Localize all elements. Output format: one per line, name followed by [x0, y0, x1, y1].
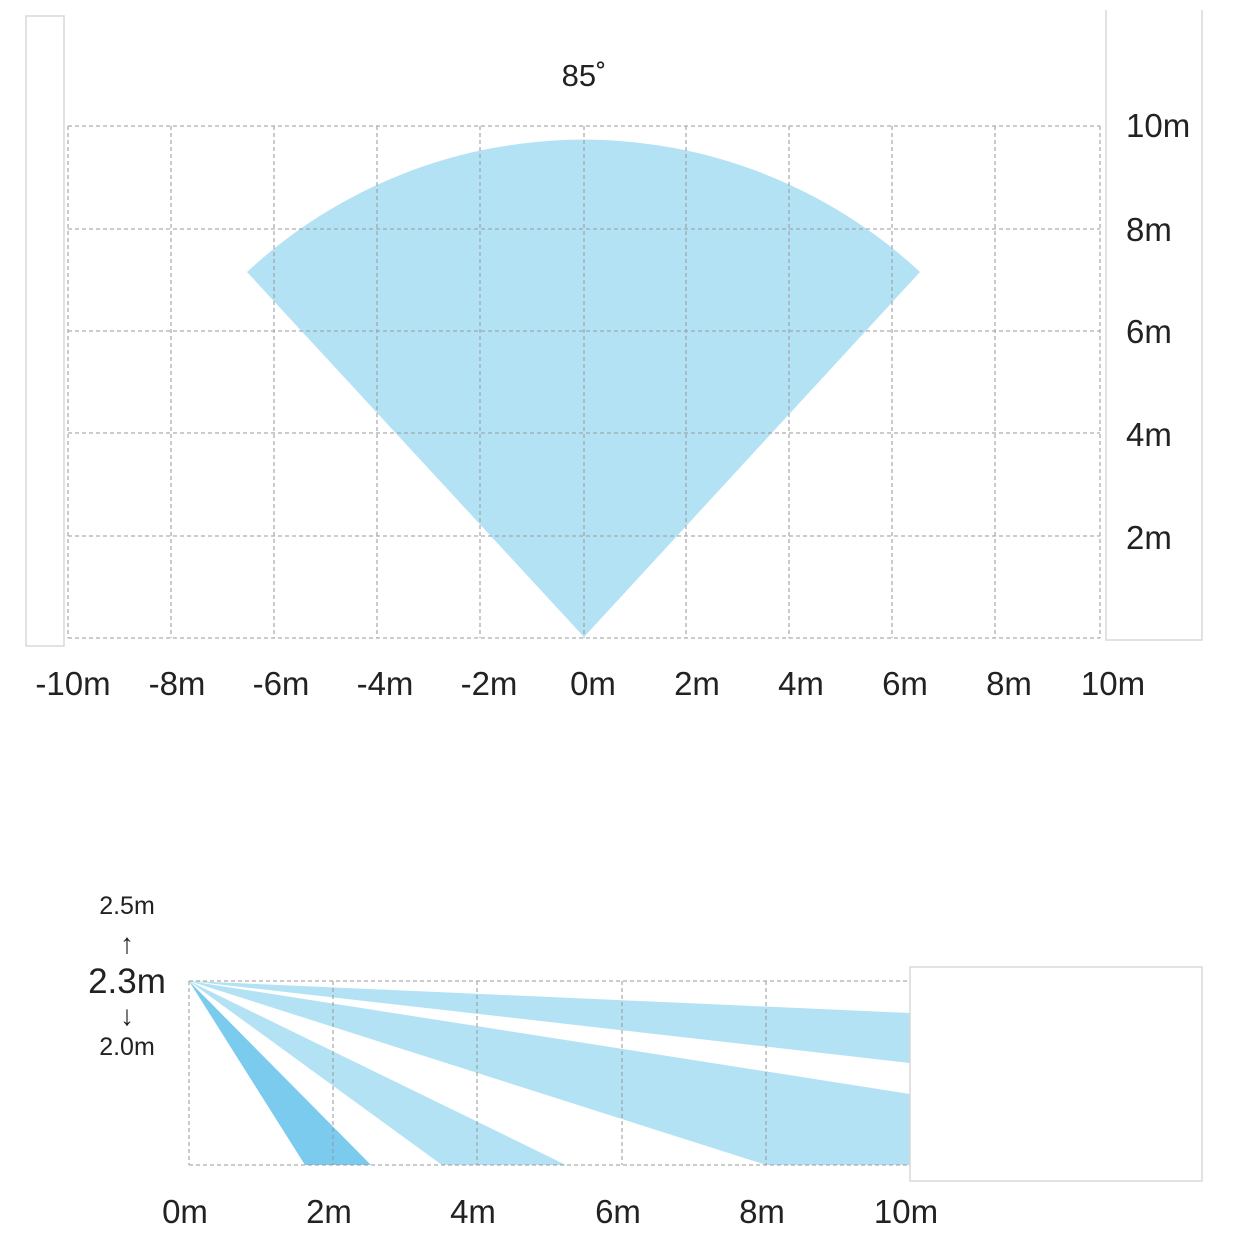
side-grid	[188, 980, 910, 1166]
down-arrow-icon: ↓	[120, 1000, 134, 1031]
height-max-label: 2.5m	[99, 892, 155, 920]
y-tick-label: 10m	[1126, 107, 1190, 144]
x-tick-label: -6m	[253, 665, 310, 702]
beam-4	[189, 981, 910, 1063]
y-tick-label: 6m	[1126, 313, 1172, 350]
x-tick-label: -4m	[357, 665, 414, 702]
side-wall-panel	[909, 966, 1203, 1182]
x-tick-label: 2m	[306, 1193, 352, 1230]
top-view: 85˚ 10m 8m 6m 4m 2m -10m -8m -6m -4m -2m…	[25, 10, 1203, 702]
x-tick-label: 2m	[674, 665, 720, 702]
right-wall-panel	[1105, 10, 1203, 641]
x-tick-label: -10m	[35, 665, 110, 702]
beam-2	[189, 981, 566, 1165]
y-tick-label: 4m	[1126, 416, 1172, 453]
x-tick-label: 0m	[570, 665, 616, 702]
top-grid	[67, 125, 1101, 639]
up-arrow-icon: ↑	[120, 928, 134, 959]
y-tick-label: 8m	[1126, 211, 1172, 248]
y-tick-label: 2m	[1126, 519, 1172, 556]
x-tick-label: 4m	[450, 1193, 496, 1230]
side-view: 2.5m ↑ 2.3m ↓ 2.0m 0m 2m 4m 6m 8m 10m	[88, 892, 1203, 1230]
height-min-label: 2.0m	[99, 1033, 155, 1061]
x-tick-label: 10m	[1081, 665, 1145, 702]
x-tick-label: 6m	[595, 1193, 641, 1230]
x-tick-label: 8m	[739, 1193, 785, 1230]
left-wall-panel	[25, 15, 65, 647]
x-tick-label: 6m	[882, 665, 928, 702]
x-tick-label: 4m	[778, 665, 824, 702]
x-tick-label: -2m	[461, 665, 518, 702]
beam-3	[189, 981, 910, 1165]
x-tick-label: 8m	[986, 665, 1032, 702]
angle-label: 85˚	[562, 58, 607, 93]
x-tick-label: 10m	[874, 1193, 938, 1230]
beam-1	[189, 981, 371, 1165]
x-tick-label: 0m	[162, 1193, 208, 1230]
x-tick-label: -8m	[149, 665, 206, 702]
mount-height-label: 2.3m	[88, 962, 166, 1001]
